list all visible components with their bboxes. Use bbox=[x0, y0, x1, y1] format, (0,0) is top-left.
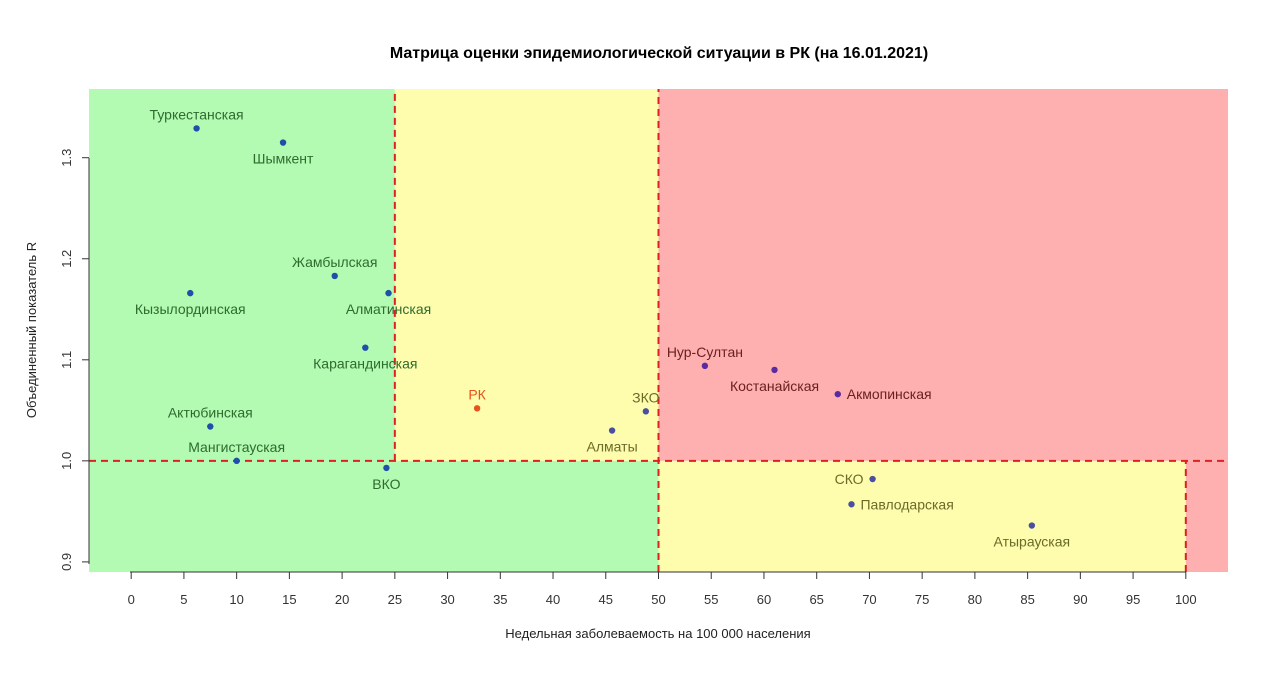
point-label: Жамбылская bbox=[292, 254, 377, 270]
point-label: Мангистауская bbox=[188, 439, 285, 455]
x-tick-label: 20 bbox=[335, 592, 349, 607]
data-point bbox=[279, 139, 287, 146]
point-label: Атырауская bbox=[994, 534, 1071, 550]
data-point bbox=[331, 272, 338, 280]
point-label: РК bbox=[468, 386, 486, 402]
x-tick-label: 35 bbox=[493, 592, 507, 607]
x-tick-label: 90 bbox=[1073, 592, 1087, 607]
point-label: Алматинская bbox=[346, 301, 431, 317]
data-point bbox=[383, 464, 390, 472]
x-tick-label: 15 bbox=[282, 592, 296, 607]
point-labels: Туркестанская Шымкент Жамбылская Кызылордин… bbox=[135, 106, 1070, 549]
x-tick-label: 65 bbox=[809, 592, 823, 607]
x-tick-label: 30 bbox=[440, 592, 454, 607]
point-label: Карагандинская bbox=[313, 356, 417, 372]
zone-2 bbox=[89, 460, 659, 572]
point-label: Актюбинская bbox=[168, 404, 253, 420]
x-tick-label: 80 bbox=[968, 592, 982, 607]
data-point bbox=[848, 501, 855, 508]
x-tick-label: 85 bbox=[1020, 592, 1034, 607]
x-tick-label: 40 bbox=[546, 592, 560, 607]
risk-zones bbox=[89, 89, 1228, 572]
data-point bbox=[869, 475, 876, 483]
data-point bbox=[385, 289, 392, 297]
y-tick-label: 1.3 bbox=[59, 149, 74, 167]
y-tick-label: 1.2 bbox=[59, 250, 74, 268]
y-ticks: 0.9 1.0 1.1 1.2 1.3 bbox=[59, 149, 89, 571]
x-tick-label: 60 bbox=[757, 592, 771, 607]
zone-3 bbox=[658, 89, 1228, 461]
x-tick-label: 75 bbox=[915, 592, 929, 607]
x-tick-label: 55 bbox=[704, 592, 718, 607]
x-tick-label: 5 bbox=[180, 592, 187, 607]
data-points bbox=[187, 125, 1036, 529]
data-point bbox=[771, 366, 778, 374]
data-point bbox=[207, 423, 214, 430]
data-point bbox=[362, 344, 369, 351]
x-axis-title: Недельная заболеваемость на 100 000 насе… bbox=[505, 626, 810, 641]
x-tick-label: 70 bbox=[862, 592, 876, 607]
data-point bbox=[701, 362, 709, 370]
point-label: ВКО bbox=[372, 476, 400, 492]
zone-1 bbox=[394, 89, 659, 461]
point-label: ЗКО bbox=[632, 389, 659, 405]
point-label: Акмопинская bbox=[847, 386, 932, 402]
data-point bbox=[193, 125, 200, 132]
y-tick-label: 1.0 bbox=[59, 452, 74, 470]
data-point bbox=[834, 390, 841, 398]
x-tick-label: 100 bbox=[1175, 592, 1197, 607]
data-point bbox=[233, 457, 240, 465]
point-label: СКО bbox=[835, 471, 864, 487]
x-tick-label: 10 bbox=[229, 592, 243, 607]
y-axis-title: Объединенный показатель R bbox=[24, 242, 39, 418]
point-label: Туркестанская bbox=[150, 106, 244, 122]
data-point bbox=[642, 408, 650, 415]
zone-4 bbox=[658, 460, 1186, 572]
x-tick-label: 25 bbox=[388, 592, 402, 607]
data-point bbox=[608, 427, 616, 434]
data-point bbox=[473, 405, 481, 412]
point-label: Шымкент bbox=[253, 151, 314, 167]
threshold-lines bbox=[89, 89, 1228, 572]
x-tick-label: 45 bbox=[599, 592, 613, 607]
point-label: Алматы bbox=[587, 439, 638, 455]
x-ticks: 0 5 10 15 20 25 30 35 40 45 50 55 60 65 70 75 80 85 90 95 10… bbox=[128, 572, 1197, 607]
x-tick-label: 95 bbox=[1126, 592, 1140, 607]
x-tick-label: 0 bbox=[128, 592, 135, 607]
point-label: Павлодарская bbox=[860, 496, 953, 512]
data-point bbox=[187, 289, 194, 297]
x-tick-label: 50 bbox=[651, 592, 665, 607]
point-label: Нур-Султан bbox=[667, 344, 743, 360]
zone-5 bbox=[1185, 460, 1228, 572]
y-tick-label: 0.9 bbox=[59, 553, 74, 571]
y-tick-label: 1.1 bbox=[59, 351, 74, 369]
chart-title: Матрица оценки эпидемиологической ситуац… bbox=[389, 45, 929, 62]
point-label: Костанайская bbox=[730, 378, 819, 394]
point-label: Кызылординская bbox=[135, 301, 246, 317]
data-point bbox=[1028, 522, 1036, 529]
